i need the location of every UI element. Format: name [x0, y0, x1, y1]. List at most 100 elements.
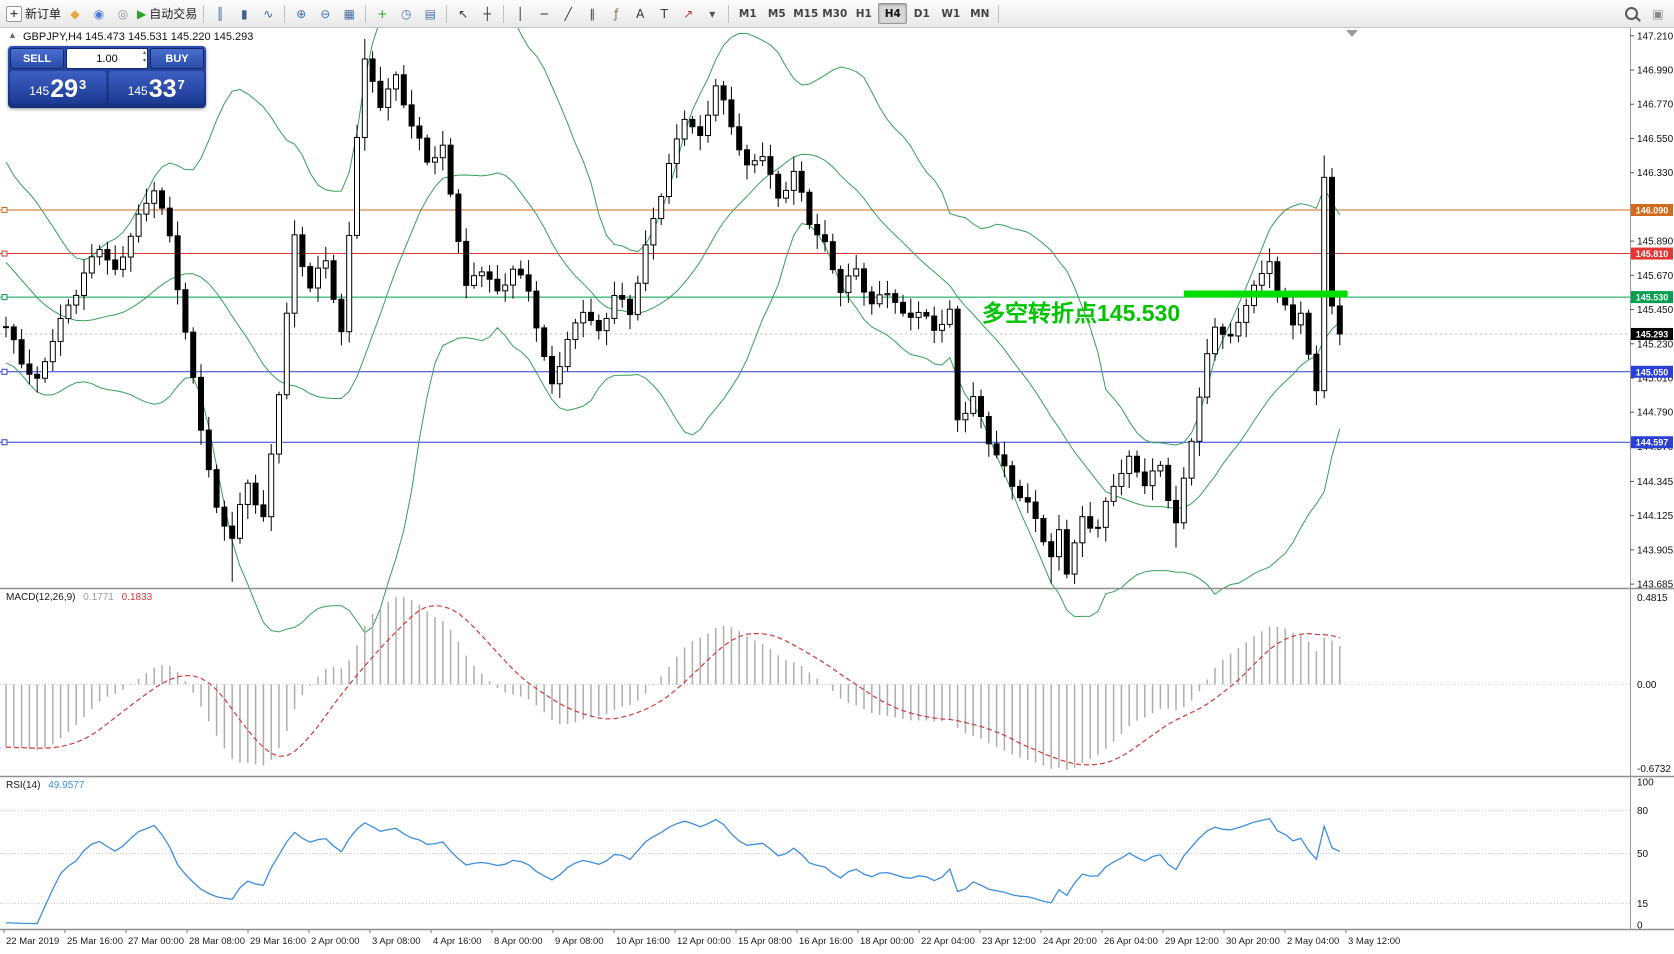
svg-text:3 Apr 08:00: 3 Apr 08:00	[372, 936, 421, 947]
zoom-in-icon[interactable]: ⊕	[289, 4, 313, 24]
svg-text:15 Apr 08:00: 15 Apr 08:00	[738, 936, 792, 947]
svg-text:29 Apr 12:00: 29 Apr 12:00	[1165, 936, 1219, 947]
svg-text:10 Apr 16:00: 10 Apr 16:00	[616, 936, 670, 947]
svg-text:24 Apr 20:00: 24 Apr 20:00	[1043, 936, 1097, 947]
text-label-icon: T	[660, 6, 668, 21]
bar-chart-icon[interactable]: ║	[208, 4, 232, 24]
objects-dropdown-icon: ▾	[709, 6, 716, 21]
indicators-icon: +	[377, 6, 388, 21]
svg-text:144.790: 144.790	[1637, 408, 1674, 419]
indicator-scales[interactable]: 0.4815 0.00 -0.6732 100 80 50 15 0	[1637, 593, 1671, 932]
zoom-out-icon[interactable]: ⊖	[313, 4, 337, 24]
periods-icon[interactable]: ◷	[394, 4, 418, 24]
svg-text:143.685: 143.685	[1637, 580, 1674, 591]
timeframe-m5-button[interactable]: M5	[767, 7, 786, 20]
arrows-icon[interactable]: ↗	[676, 4, 700, 24]
autotrading-label: 自动交易	[149, 7, 198, 21]
timeframe-mn-button[interactable]: MN	[970, 7, 990, 20]
svg-text:12 Apr 00:00: 12 Apr 00:00	[677, 936, 731, 947]
sell-button[interactable]: SELL	[10, 48, 64, 69]
svg-text:16 Apr 16:00: 16 Apr 16:00	[799, 936, 853, 947]
svg-text:0: 0	[1637, 921, 1643, 932]
svg-text:146.990: 146.990	[1637, 66, 1674, 77]
vertical-line-icon[interactable]: │	[508, 4, 532, 24]
volume-increase-icon[interactable]: ▴	[142, 50, 146, 56]
timeframe-h1-button[interactable]: H1	[855, 7, 872, 20]
sell-price-display[interactable]: 145 29 3	[10, 71, 106, 104]
one-click-collapse-toggle[interactable]: ▲	[8, 30, 17, 40]
svg-text:0.00: 0.00	[1637, 680, 1657, 691]
svg-text:143.905: 143.905	[1637, 545, 1674, 556]
candlesticks	[3, 38, 1343, 585]
vertical-line-icon: │	[516, 6, 524, 21]
line-chart-icon: ∿	[263, 6, 274, 21]
svg-text:100: 100	[1637, 778, 1654, 789]
turning-point-annotation[interactable]: 多空转折点145.530	[982, 300, 1181, 326]
fibonacci-icon[interactable]: ƒ	[604, 4, 628, 24]
toolbar-separator	[446, 4, 448, 23]
cursor-icon[interactable]: ↖	[451, 4, 475, 24]
buy-price-display[interactable]: 145 33 7	[108, 71, 204, 104]
time-axis[interactable]: 22 Mar 2019 25 Mar 16:00 27 Mar 00:00 28 Ma…	[3, 930, 1400, 947]
price-scale-axis[interactable]: 147.210 146.990 146.770 146.550 146.330 145.8…	[1630, 31, 1674, 591]
timeframe-h4-button[interactable]: H4	[878, 3, 908, 24]
volume-input[interactable]: 1.00 ▴ ▾	[66, 48, 148, 69]
toolbar-separator	[998, 4, 1000, 23]
arrows-icon: ↗	[683, 6, 694, 21]
svg-text:4 Apr 16:00: 4 Apr 16:00	[433, 936, 482, 947]
toolbar-separator	[365, 4, 367, 23]
indicators-icon[interactable]: +	[370, 4, 394, 24]
equidistant-channel-icon[interactable]: ∥	[580, 4, 604, 24]
horizontal-line-icon: ─	[540, 6, 548, 21]
svg-text:3 May 12:00: 3 May 12:00	[1348, 936, 1400, 947]
sound-alert-icon[interactable]: ◎	[111, 4, 135, 24]
svg-text:27 Mar 00:00: 27 Mar 00:00	[128, 936, 184, 947]
text-icon[interactable]: A	[628, 4, 652, 24]
text-icon: A	[636, 6, 645, 21]
svg-text:145.293: 145.293	[1636, 329, 1669, 339]
candlestick-chart-icon[interactable]: ▮	[232, 4, 256, 24]
volume-decrease-icon[interactable]: ▾	[142, 58, 146, 64]
toolbar-separator	[203, 4, 205, 23]
crosshair-icon[interactable]: ┼	[475, 4, 499, 24]
timeframe-m30-button[interactable]: M30	[822, 7, 848, 20]
macd-value-main: 0.1771	[83, 592, 114, 603]
timeframe-m1-button[interactable]: M1	[738, 7, 757, 20]
svg-text:144.597: 144.597	[1636, 438, 1669, 448]
tile-windows-icon[interactable]: ▦	[337, 4, 361, 24]
horizontal-line-icon[interactable]: ─	[532, 4, 556, 24]
chart-shift-marker-icon[interactable]	[1346, 30, 1358, 37]
toolbar-separator	[728, 4, 730, 23]
chart-list-icon[interactable]: ▣	[1646, 4, 1670, 24]
panel-separators[interactable]	[0, 28, 1674, 931]
metaeditor-icon[interactable]: ◆	[63, 4, 87, 24]
timeframe-m15-button[interactable]: M15	[793, 7, 819, 20]
horizontal-lines[interactable]	[0, 207, 1630, 446]
svg-text:22 Mar 2019: 22 Mar 2019	[6, 936, 59, 947]
new-order-label: 新订单	[25, 7, 62, 21]
bar-chart-icon: ║	[216, 6, 224, 21]
objects-dropdown-icon[interactable]: ▾	[700, 4, 724, 24]
timeframe-w1-button[interactable]: W1	[941, 7, 961, 20]
buy-button[interactable]: BUY	[150, 48, 204, 69]
mql5-community-icon[interactable]: ◉	[87, 4, 111, 24]
cursor-icon: ↖	[458, 6, 469, 21]
turning-point-thick-line[interactable]	[1183, 290, 1348, 298]
timeframe-d1-button[interactable]: D1	[913, 7, 930, 20]
trendline-icon[interactable]: ╱	[556, 4, 580, 24]
line-chart-icon[interactable]: ∿	[256, 4, 280, 24]
templates-icon[interactable]: ▤	[418, 4, 442, 24]
search-icon[interactable]	[1619, 4, 1643, 24]
svg-text:145.670: 145.670	[1637, 271, 1674, 282]
new-order-button[interactable]: + 新订单	[4, 4, 63, 24]
volume-value: 1.00	[96, 52, 118, 65]
autotrading-button[interactable]: ▶ 自动交易	[135, 4, 199, 24]
svg-text:25 Mar 16:00: 25 Mar 16:00	[67, 936, 123, 947]
svg-text:145.530: 145.530	[1636, 293, 1669, 303]
svg-text:50: 50	[1637, 849, 1649, 860]
svg-text:145.450: 145.450	[1637, 305, 1674, 316]
buy-price-sup: 7	[177, 77, 185, 92]
text-label-icon[interactable]: T	[652, 4, 676, 24]
search-icon	[1624, 7, 1638, 20]
